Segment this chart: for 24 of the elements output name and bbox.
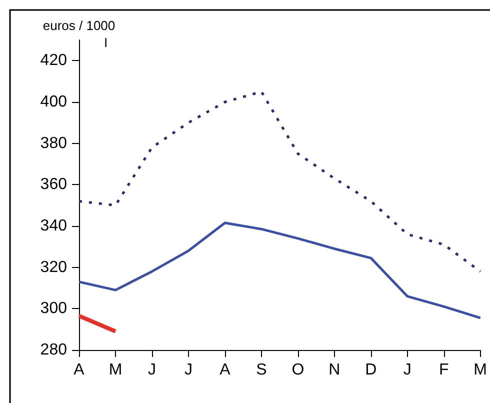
- x-tick-label: J: [148, 362, 156, 378]
- annotation: I: [104, 35, 108, 50]
- x-tick-label: M: [108, 362, 122, 378]
- x-tick-label: J: [184, 362, 192, 378]
- x-tick-label: F: [438, 362, 449, 378]
- y-tick-label: 340: [40, 218, 68, 234]
- x-tick-label: O: [292, 362, 304, 378]
- x-tick-label: S: [256, 362, 267, 378]
- x-tick-label: A: [74, 362, 85, 378]
- x-tick-label: D: [365, 362, 377, 378]
- x-tick-label: N: [328, 362, 340, 378]
- y-axis-title: euros / 1000: [42, 18, 116, 33]
- y-tick-label: 280: [40, 342, 68, 358]
- y-tick-label: 400: [40, 94, 68, 110]
- y-tick-label: 320: [40, 258, 68, 276]
- x-tick-label: J: [403, 362, 412, 378]
- x-tick-label: A: [220, 362, 231, 378]
- line-series: [78, 90, 482, 273]
- y-tick-label: 300: [40, 300, 68, 318]
- y-tick-label: 380: [40, 134, 68, 152]
- line-series: [78, 222, 482, 320]
- x-tick-label: M: [474, 362, 487, 378]
- y-tick-label: 420: [40, 52, 68, 70]
- y-tick-label: 360: [40, 176, 68, 194]
